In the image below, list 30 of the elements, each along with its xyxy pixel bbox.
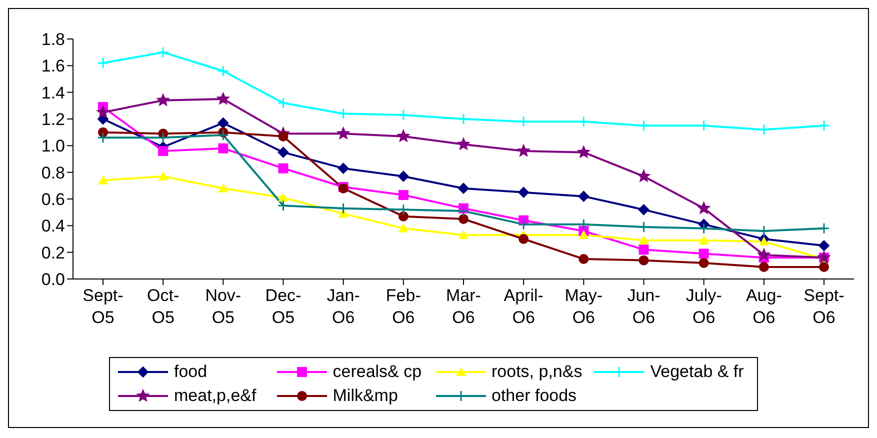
x-tick-label: Nov- O5 — [205, 286, 242, 327]
x-tick-label: Jan- O6 — [326, 286, 360, 327]
x-tick-label: Oct- O5 — [147, 286, 180, 327]
legend-label: cereals& cp — [332, 362, 422, 382]
y-tick-label: 0.0 — [41, 270, 65, 290]
y-tick-label: 1.6 — [41, 56, 65, 76]
legend-label: meat,p,e&f — [174, 386, 256, 406]
x-tick-label: Mar- O6 — [446, 286, 481, 327]
x-tick-label: Dec- O5 — [265, 286, 302, 327]
x-tick-label: Sept- O5 — [82, 286, 124, 327]
legend-label: Vegetab & fr — [650, 362, 744, 382]
y-tick-label: 0.6 — [41, 190, 65, 210]
x-tick-label: Feb- O6 — [386, 286, 421, 327]
legend-label: Milk&mp — [332, 386, 398, 406]
legend-label: roots, p,n&s — [492, 362, 582, 382]
y-tick-label: 1.2 — [41, 110, 65, 130]
y-tick-label: 0.2 — [41, 243, 65, 262]
y-tick-label: 1.4 — [41, 83, 65, 102]
legend-label: other foods — [492, 386, 577, 406]
x-tick-label: May- O6 — [564, 286, 603, 327]
legend-label: food — [174, 362, 208, 382]
y-tick-label: 1.0 — [41, 136, 65, 156]
x-tick-label: Sept- O6 — [804, 286, 844, 327]
x-tick-label: July- O6 — [686, 286, 722, 327]
x-tick-label: Jun- O6 — [627, 286, 660, 327]
y-tick-label: 0.8 — [41, 163, 65, 182]
y-tick-label: 0.4 — [41, 216, 65, 236]
x-tick-label: Aug- O6 — [746, 286, 782, 327]
x-tick-label: April- O6 — [504, 286, 544, 327]
y-tick-label: 1.8 — [41, 30, 65, 50]
